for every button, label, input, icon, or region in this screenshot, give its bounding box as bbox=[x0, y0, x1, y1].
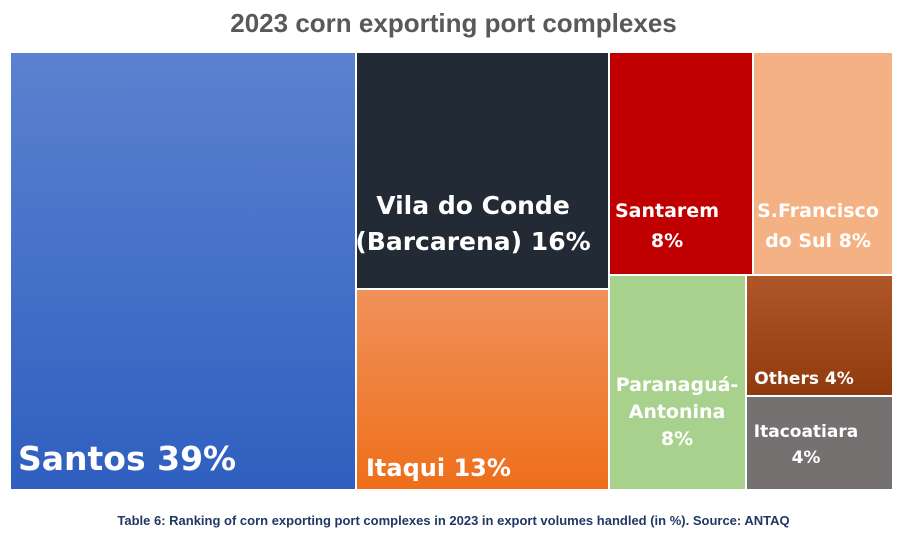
treemap-tile-label: 8% bbox=[651, 230, 683, 252]
treemap-tile-label: (Barcarena) 16% bbox=[355, 227, 590, 256]
treemap-tile-label: Paranaguá- bbox=[616, 374, 739, 396]
treemap-tile-label: 4% bbox=[792, 448, 821, 468]
treemap-tile: Santarem 8% bbox=[608, 51, 754, 276]
treemap-tile-label: Vila do Conde bbox=[376, 191, 570, 220]
treemap-tile-label: do Sul 8% bbox=[765, 230, 871, 252]
treemap-tile: Paranaguá- Antonina 8% bbox=[608, 274, 747, 491]
treemap-tile: Itacoatiara 4% bbox=[745, 395, 894, 491]
treemap-tile-label: S.Francisco bbox=[757, 200, 879, 222]
treemap-tile-rect bbox=[355, 288, 610, 491]
treemap-tile: Santos 39% bbox=[9, 51, 357, 491]
treemap-tile-rect bbox=[745, 395, 894, 491]
treemap-tile-rect bbox=[608, 274, 747, 491]
treemap-tile-label: Antonina bbox=[629, 401, 726, 423]
treemap-tile-rect bbox=[608, 51, 754, 276]
treemap-tile-rect bbox=[355, 51, 610, 290]
treemap-tile-label: 8% bbox=[661, 428, 693, 450]
treemap-tile: S.Francisco do Sul 8% bbox=[752, 51, 894, 276]
treemap-tile: Others 4% bbox=[745, 274, 894, 397]
chart-title: 2023 corn exporting port complexes bbox=[230, 8, 677, 38]
figure-caption: Table 6: Ranking of corn exporting port … bbox=[117, 513, 790, 528]
treemap-tile-label: Santarem bbox=[615, 200, 719, 222]
treemap-tile-label: Santos 39% bbox=[18, 439, 236, 478]
treemap-tile-label: Itaqui 13% bbox=[366, 454, 511, 482]
treemap-tile-label: Others 4% bbox=[754, 369, 854, 389]
treemap-tile-rect bbox=[9, 51, 357, 491]
treemap-tile-label: Itacoatiara bbox=[754, 422, 858, 442]
treemap-tile: Itaqui 13% bbox=[355, 288, 610, 491]
treemap-tile-rect bbox=[752, 51, 894, 276]
treemap-tile: Vila do Conde (Barcarena) 16% bbox=[355, 51, 610, 290]
